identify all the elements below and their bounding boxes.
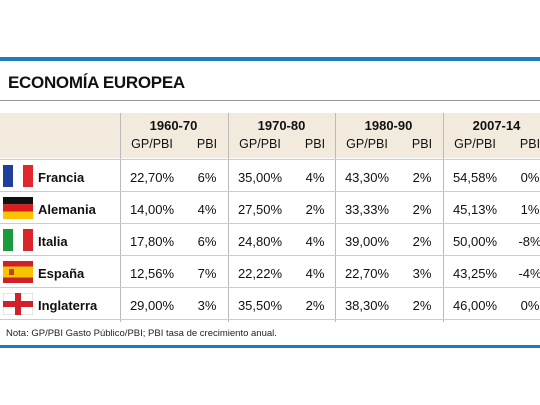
header-band — [0, 113, 540, 158]
row-divider — [0, 255, 540, 256]
cell-value: 7% — [197, 266, 217, 281]
country-name: Alemania — [38, 202, 96, 217]
cell-value: 22,22% — [237, 266, 283, 281]
group-header: 2007-14 — [472, 118, 521, 133]
bottom-rule — [0, 345, 540, 348]
cell-value: 2% — [412, 234, 432, 249]
column-divider — [228, 113, 229, 322]
row-divider — [0, 287, 540, 288]
flag — [3, 165, 33, 187]
cell-value: 14,00% — [129, 202, 175, 217]
sub-header: PBI — [196, 137, 218, 151]
cell-value: 22,70% — [344, 266, 390, 281]
column-divider — [443, 113, 444, 322]
cell-value: 2% — [412, 202, 432, 217]
title: ECONOMÍA EUROPEA — [8, 73, 185, 92]
cell-value: 27,50% — [237, 202, 283, 217]
cell-value: -8% — [518, 234, 540, 249]
sub-header: PBI — [519, 137, 540, 151]
cell-value: 43,30% — [344, 170, 390, 185]
flag — [3, 197, 33, 219]
cell-value: 4% — [197, 202, 217, 217]
cell-value: 6% — [197, 234, 217, 249]
cell-value: 35,00% — [237, 170, 283, 185]
cell-value: 1% — [520, 202, 540, 217]
sub-header: GP/PBI — [131, 137, 173, 151]
column-divider — [335, 113, 336, 322]
group-header: 1970-80 — [257, 118, 306, 133]
cell-value: 6% — [197, 170, 217, 185]
group-header: 1960-70 — [149, 118, 198, 133]
cell-value: 2% — [305, 298, 325, 313]
cell-value: 12,56% — [129, 266, 175, 281]
sub-header: PBI — [304, 137, 326, 151]
note: Nota: GP/PBI Gasto Público/PBI; PBI tasa… — [6, 328, 277, 339]
country-name: España — [38, 266, 85, 281]
flag — [3, 261, 33, 283]
cell-value: 45,13% — [452, 202, 498, 217]
cell-value: 4% — [305, 266, 325, 281]
cell-value: 24,80% — [237, 234, 283, 249]
row-divider — [0, 319, 540, 320]
cell-value: 29,00% — [129, 298, 175, 313]
cell-value: 4% — [305, 170, 325, 185]
cell-value: 38,30% — [344, 298, 390, 313]
cell-value: 4% — [305, 234, 325, 249]
flag — [3, 293, 33, 315]
sub-header: PBI — [411, 137, 433, 151]
cell-value: -4% — [518, 266, 540, 281]
sub-header: GP/PBI — [454, 137, 496, 151]
cell-value: 54,58% — [452, 170, 498, 185]
cell-value: 50,00% — [452, 234, 498, 249]
group-header: 1980-90 — [364, 118, 413, 133]
row-divider — [0, 191, 540, 192]
cell-value: 2% — [412, 170, 432, 185]
cell-value: 43,25% — [452, 266, 498, 281]
row-divider — [0, 159, 540, 160]
cell-value: 0% — [520, 298, 540, 313]
cell-value: 3% — [197, 298, 217, 313]
cell-value: 3% — [412, 266, 432, 281]
cell-value: 33,33% — [344, 202, 390, 217]
cell-value: 2% — [305, 202, 325, 217]
cell-value: 17,80% — [129, 234, 175, 249]
cell-value: 39,00% — [344, 234, 390, 249]
cell-value: 22,70% — [129, 170, 175, 185]
flag — [3, 229, 33, 251]
cell-value: 35,50% — [237, 298, 283, 313]
sub-header: GP/PBI — [346, 137, 388, 151]
row-divider — [0, 223, 540, 224]
country-name: Francia — [38, 170, 85, 185]
column-divider — [120, 113, 121, 322]
title-rule — [0, 100, 540, 101]
cell-value: 0% — [520, 170, 540, 185]
country-name: Inglaterra — [38, 298, 98, 313]
cell-value: 2% — [412, 298, 432, 313]
cell-value: 46,00% — [452, 298, 498, 313]
top-rule — [0, 57, 540, 61]
sub-header: GP/PBI — [239, 137, 281, 151]
country-name: Italia — [38, 234, 68, 249]
